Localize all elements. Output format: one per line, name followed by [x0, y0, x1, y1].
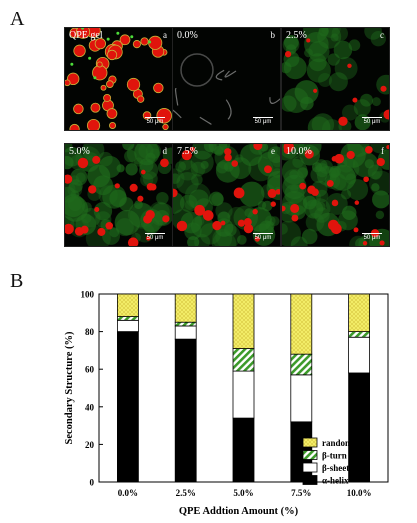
bar-segment--turn — [174, 321, 197, 327]
scale-bar: 50 μm — [362, 116, 382, 125]
x-tick-label: 0.0% — [118, 488, 138, 498]
micrograph-image — [282, 144, 389, 246]
bar-segment-random-coil — [174, 293, 197, 323]
micrograph-label: 5.0% — [69, 146, 90, 157]
micrograph-image — [65, 144, 172, 246]
micrograph-b: 0.0% b 50 μm — [172, 27, 281, 131]
scale-bar: 50 μm — [253, 116, 273, 125]
panel-letter-b: B — [10, 270, 24, 292]
micrograph-c: 2.5% c 50 μm — [281, 27, 390, 131]
micrograph-a: QPE gel a 50 μm — [64, 27, 173, 131]
micrograph-image — [173, 144, 280, 246]
scale-bar-label: 50 μm — [363, 235, 381, 241]
bar-segment--turn — [348, 331, 371, 338]
y-axis-label: Secondary Structure (%) — [64, 331, 75, 444]
x-tick-label: 10.0% — [347, 488, 372, 498]
micrograph-label: 0.0% — [177, 30, 198, 41]
bar-segment-random-coil — [348, 293, 371, 332]
x-tick-label: 2.5% — [176, 488, 196, 498]
y-tick-label: 40 — [85, 402, 95, 412]
bar-segment--sheet — [174, 325, 197, 340]
scale-bar: 50 μm — [253, 232, 273, 241]
micrograph-tag: d — [162, 146, 168, 156]
bar-segment-random-coil — [232, 293, 255, 349]
scale-bar-label: 50 μm — [363, 119, 381, 125]
y-tick-label: 0 — [90, 478, 95, 488]
micrograph-image — [173, 28, 280, 130]
y-tick-label: 20 — [85, 440, 95, 450]
bar-segment-random-coil — [290, 293, 313, 355]
bar-segment--helix — [117, 331, 139, 483]
scale-bar-label: 50 μm — [146, 119, 164, 125]
bar-segment--sheet — [348, 336, 371, 374]
scale-bar: 50 μm — [145, 116, 165, 125]
x-tick-label: 5.0% — [233, 488, 253, 498]
bar-segment--helix — [232, 417, 255, 483]
scale-bar-label: 50 μm — [254, 235, 272, 241]
bar-segment--sheet — [232, 370, 255, 419]
legend-label: random coil — [322, 438, 369, 448]
micrograph-e: 7.5% e 50 μm — [172, 143, 281, 247]
y-tick-label: 60 — [85, 365, 95, 375]
micrograph-label: 10.0% — [286, 146, 312, 157]
bar-segment--turn — [232, 348, 255, 372]
micrograph-label: QPE gel — [69, 30, 103, 41]
micrograph-tag: c — [380, 30, 384, 40]
bar-segment--sheet — [290, 374, 313, 423]
legend-swatch — [302, 462, 318, 473]
legend-label: β-sheet — [322, 463, 349, 473]
bar-segment--helix — [348, 372, 371, 483]
micrograph-tag: e — [271, 146, 275, 156]
micrograph-image — [282, 28, 389, 130]
micrograph-label: 2.5% — [286, 30, 307, 41]
bar-segment-random-coil — [117, 293, 139, 317]
x-tick-label: 7.5% — [291, 488, 311, 498]
micrograph-d: 5.0% d 50 μm — [64, 143, 173, 247]
legend-swatch — [302, 475, 318, 485]
stacked-bar-chart: 0 20 40 60 80 100 0.0% 2.5% 5.0% 7.5% 10.0% QPE Add… — [64, 290, 389, 517]
bar-segment--turn — [117, 316, 139, 321]
legend-swatch — [302, 450, 318, 460]
x-axis-label: QPE Addtion Amount (%) — [179, 506, 299, 517]
y-tick-label: 100 — [81, 290, 95, 300]
micrograph-f: 10.0% f 50 μm — [281, 143, 390, 247]
scale-bar-label: 50 μm — [146, 235, 164, 241]
micrograph-label: 7.5% — [177, 146, 198, 157]
bar-segment--turn — [290, 353, 313, 376]
micrograph-tag: a — [163, 30, 167, 40]
micrograph-image — [65, 28, 172, 130]
scale-bar: 50 μm — [362, 232, 382, 241]
legend-label: β-turn — [322, 451, 347, 461]
y-tick-label: 80 — [85, 327, 95, 337]
panel-letter-a: A — [10, 8, 25, 30]
legend-label: α-helix — [322, 476, 349, 486]
bar-segment--helix — [174, 338, 197, 483]
legend-swatch — [302, 437, 318, 448]
bar-segment--sheet — [117, 319, 139, 332]
scale-bar: 50 μm — [145, 232, 165, 241]
scale-bar-label: 50 μm — [254, 119, 272, 125]
micrograph-tag: b — [270, 30, 276, 40]
micrograph-tag: f — [381, 146, 384, 156]
